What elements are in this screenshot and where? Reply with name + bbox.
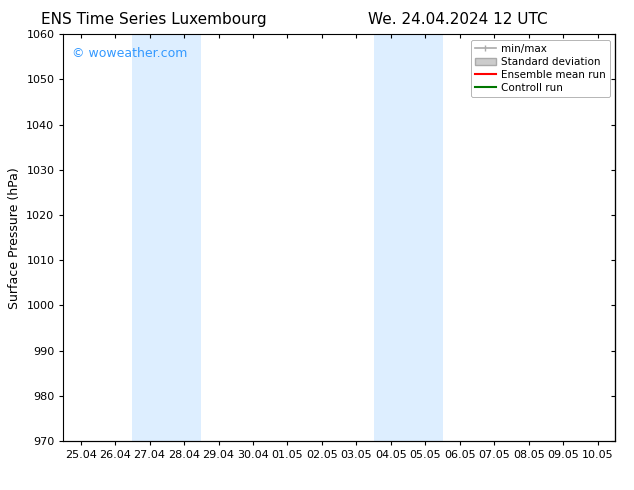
Y-axis label: Surface Pressure (hPa): Surface Pressure (hPa) bbox=[8, 167, 21, 309]
Text: ENS Time Series Luxembourg: ENS Time Series Luxembourg bbox=[41, 12, 266, 27]
Text: We. 24.04.2024 12 UTC: We. 24.04.2024 12 UTC bbox=[368, 12, 547, 27]
Bar bbox=[133, 34, 202, 441]
Text: © woweather.com: © woweather.com bbox=[72, 47, 187, 59]
Bar bbox=[373, 34, 443, 441]
Legend: min/max, Standard deviation, Ensemble mean run, Controll run: min/max, Standard deviation, Ensemble me… bbox=[470, 40, 610, 97]
